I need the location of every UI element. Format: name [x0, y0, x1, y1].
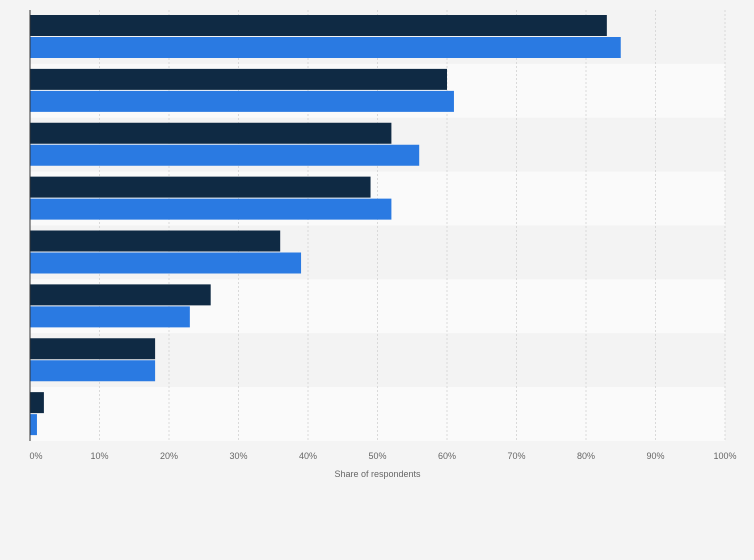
bar-series1-row2: [30, 68, 447, 90]
bar-series1-row8: [30, 392, 44, 414]
x-tick-label: 50%: [368, 451, 386, 461]
bar-series1-row1: [30, 15, 607, 36]
x-tick-label: 40%: [299, 451, 317, 461]
x-tick-label: 0%: [29, 451, 42, 461]
x-tick-labels: 0% 10% 20% 30% 40% 50% 60% 70% 80% 90% 100%: [29, 451, 736, 461]
bar-series2-row5: [30, 252, 302, 274]
bar-series2-row4: [30, 198, 392, 220]
x-tick-label: 100%: [713, 451, 736, 461]
bar-series2-row8: [30, 414, 37, 436]
bar-series1-row7: [30, 338, 156, 360]
x-tick-label: 20%: [160, 451, 178, 461]
x-tick-label: 10%: [90, 451, 108, 461]
bar-series2-row6: [30, 306, 190, 328]
bar-series1-row3: [30, 122, 392, 144]
x-tick-label: 30%: [229, 451, 247, 461]
bar-series2-row2: [30, 90, 454, 112]
bar-series1-row4: [30, 176, 371, 198]
x-axis-title: Share of respondents: [334, 469, 421, 479]
bar-series1-row6: [30, 284, 211, 306]
x-tick-label: 90%: [646, 451, 664, 461]
bar-series2-row3: [30, 144, 420, 166]
x-tick-label: 60%: [438, 451, 456, 461]
x-tick-label: 70%: [507, 451, 525, 461]
x-tick-label: 80%: [577, 451, 595, 461]
bar-series1-row5: [30, 230, 281, 252]
bars: [30, 15, 621, 436]
bar-series2-row1: [30, 37, 621, 58]
bar-series2-row7: [30, 360, 156, 382]
